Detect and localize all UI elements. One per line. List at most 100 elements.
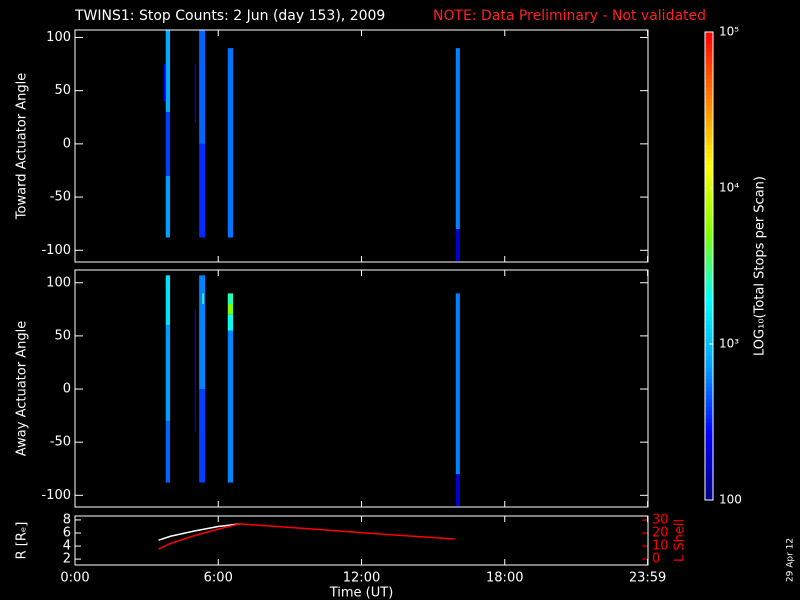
- heatmap-cell: [165, 325, 171, 421]
- colorbar-segment: [705, 398, 713, 403]
- colorbar-segment: [705, 67, 713, 72]
- colorbar-segment: [705, 86, 713, 91]
- colorbar-segment: [705, 464, 713, 470]
- heatmap-cell: [165, 111, 171, 176]
- colorbar-segment: [705, 102, 713, 107]
- y-axis-label: Away Actuator Angle: [15, 321, 30, 456]
- colorbar-segment: [705, 176, 713, 181]
- colorbar-segment: [705, 457, 713, 462]
- colorbar-segment: [705, 418, 713, 423]
- colorbar-segment: [705, 383, 713, 388]
- colorbar-segment: [705, 156, 713, 162]
- colorbar-segment: [705, 492, 713, 497]
- y-tick-label: 0: [63, 136, 71, 151]
- plot-frame: [74, 515, 649, 566]
- y2-tick-label: 30: [652, 513, 669, 528]
- colorbar-segment: [705, 425, 713, 431]
- y-tick-label: 100: [46, 275, 71, 290]
- heatmap-cell: [194, 64, 197, 123]
- y-tick-label: -100: [41, 243, 71, 258]
- line-series: [158, 523, 240, 541]
- y-tick-label: 6: [63, 525, 71, 540]
- colorbar-segment: [705, 406, 713, 411]
- colorbar-segment: [705, 129, 713, 134]
- colorbar-segment: [705, 328, 713, 333]
- colorbar-segment: [705, 199, 713, 205]
- colorbar-segment: [705, 71, 713, 76]
- colorbar-segment: [705, 39, 713, 45]
- y-tick-label: 100: [46, 30, 71, 45]
- colorbar-segment: [705, 394, 713, 400]
- colorbar-segment: [705, 480, 713, 485]
- colorbar-segment: [705, 410, 713, 415]
- heatmap-cell: [227, 48, 234, 238]
- colorbar-segment: [705, 297, 713, 302]
- colorbar-segment: [705, 336, 713, 341]
- y2-tick-label: 20: [652, 526, 669, 541]
- colorbar-segment: [705, 429, 713, 435]
- colorbar-segment: [705, 254, 713, 259]
- heatmap-cell: [199, 275, 206, 390]
- heatmap-cell: [455, 48, 460, 230]
- plot-frame: [74, 29, 649, 263]
- colorbar-segment: [705, 347, 713, 353]
- y2-tick-label: 10: [652, 539, 669, 554]
- colorbar-segment: [705, 35, 713, 41]
- y-tick-label: 0: [63, 382, 71, 397]
- colorbar-segment: [705, 379, 713, 384]
- colorbar-segment: [705, 363, 713, 368]
- heatmap-cell: [455, 229, 460, 261]
- colorbar-segment: [705, 164, 713, 169]
- colorbar-segment: [705, 234, 713, 240]
- colorbar-segment: [705, 125, 713, 130]
- heatmap-cell: [227, 304, 234, 315]
- x-axis-label: Time (UT): [329, 586, 394, 600]
- date-stamp: 29 Apr 12: [786, 538, 796, 582]
- colorbar-segment: [705, 269, 713, 275]
- colorbar-segment: [705, 484, 713, 489]
- plot-frame: [74, 269, 649, 508]
- colorbar-segment: [705, 152, 713, 158]
- colorbar-segment: [705, 137, 713, 142]
- colorbar-segment: [705, 90, 713, 95]
- colorbar-segment: [705, 180, 713, 185]
- colorbar-segment: [705, 149, 713, 154]
- title: TWINS1: Stop Counts: 2 Jun (day 153), 20…: [74, 8, 385, 24]
- colorbar-segment: [705, 82, 713, 88]
- colorbar-segment: [705, 289, 713, 294]
- colorbar-segment: [705, 110, 713, 115]
- colorbar-segment: [705, 98, 713, 103]
- colorbar-segment: [705, 145, 713, 150]
- heatmap-cell: [165, 420, 171, 483]
- colorbar-segment: [705, 188, 713, 193]
- colorbar-segment: [705, 332, 713, 337]
- colorbar-segment: [705, 43, 713, 49]
- heatmap-cell: [163, 64, 166, 102]
- colorbar-tick-label: 10⁴: [719, 181, 739, 195]
- colorbar-segment: [705, 113, 713, 119]
- colorbar-segment: [705, 453, 713, 458]
- heatmap-cell: [227, 330, 234, 483]
- colorbar-segment: [705, 223, 713, 228]
- colorbar-segment: [705, 301, 713, 306]
- colorbar-segment: [705, 351, 713, 357]
- colorbar-tick-label: 10⁵: [719, 25, 739, 39]
- colorbar-segment: [705, 219, 713, 224]
- colorbar-segment: [705, 367, 713, 372]
- colorbar-segment: [705, 133, 713, 138]
- y-tick-label: 50: [54, 83, 71, 98]
- colorbar-segment: [705, 386, 713, 392]
- colorbar-segment: [705, 414, 713, 419]
- y-tick-label: -50: [50, 435, 71, 450]
- colorbar-segment: [705, 207, 713, 212]
- colorbar-segment: [705, 445, 713, 450]
- colorbar-segment: [705, 308, 713, 314]
- colorbar-tick-label: 100: [719, 493, 742, 507]
- colorbar-segment: [705, 168, 713, 173]
- colorbar-segment: [705, 203, 713, 208]
- colorbar-segment: [705, 496, 713, 501]
- colorbar-segment: [705, 437, 713, 442]
- heatmap-cell: [199, 389, 206, 483]
